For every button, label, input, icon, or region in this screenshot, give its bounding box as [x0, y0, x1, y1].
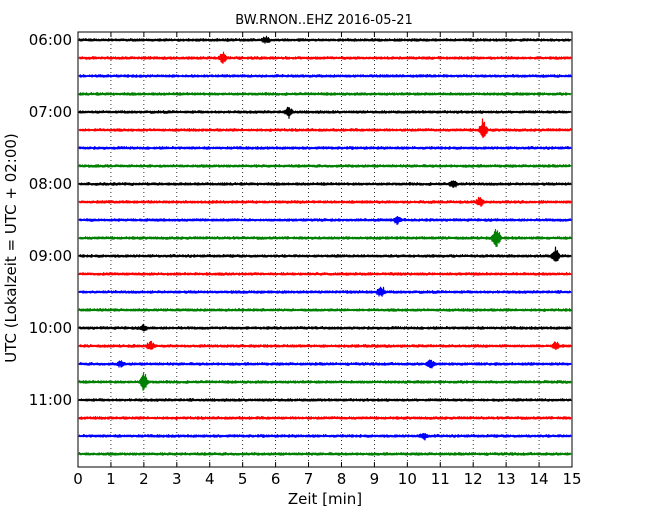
trace-line [78, 372, 572, 391]
trace-line [78, 164, 572, 169]
y-tick-label: 11:00 [29, 391, 72, 409]
trace-line [78, 106, 572, 119]
y-tick-label: 08:00 [29, 175, 72, 193]
x-tick-label: 6 [271, 470, 281, 488]
trace-line [78, 228, 572, 248]
x-tick-label: 2 [139, 470, 149, 488]
x-tick-label: 12 [464, 470, 483, 488]
x-tick-label: 10 [398, 470, 417, 488]
trace-line [78, 73, 572, 79]
trace-line [78, 271, 572, 277]
y-tick-label: 10:00 [29, 319, 72, 337]
trace-line [78, 91, 572, 96]
x-tick-label: 5 [238, 470, 248, 488]
x-tick-label: 3 [172, 470, 182, 488]
chart-title: BW.RNON..EHZ 2016-05-21 [235, 13, 413, 28]
x-tick-label: 1 [106, 470, 116, 488]
x-tick-label: 15 [562, 470, 581, 488]
trace-line [78, 307, 572, 313]
traces-group [78, 35, 572, 457]
plot-frame [77, 31, 573, 468]
trace-line [78, 340, 572, 351]
x-tick-label: 9 [370, 470, 380, 488]
x-tick-label: 0 [73, 470, 83, 488]
x-tick-label: 4 [205, 470, 215, 488]
trace-line [78, 433, 572, 441]
trace-line [78, 397, 572, 403]
y-tick-label: 06:00 [29, 31, 72, 49]
trace-line [78, 216, 572, 226]
y-axis-label: UTC (Lokalzeit = UTC + 02:00) [2, 133, 20, 363]
trace-line [78, 452, 572, 457]
trace-line [78, 180, 572, 189]
y-tick-label: 07:00 [29, 103, 72, 121]
trace-line [78, 323, 572, 332]
trace-line [78, 246, 572, 262]
trace-line [78, 415, 572, 421]
trace-line [78, 118, 572, 139]
x-tick-label: 8 [337, 470, 347, 488]
trace-line [78, 35, 572, 44]
x-tick-label: 14 [530, 470, 549, 488]
trace-line [78, 286, 572, 297]
trace-line [78, 359, 572, 369]
x-tick-label: 13 [497, 470, 516, 488]
x-tick-label: 7 [304, 470, 314, 488]
x-tick-label: 11 [431, 470, 450, 488]
x-axis-label: Zeit [min] [288, 490, 362, 508]
trace-line [78, 51, 572, 64]
grid-lines [110, 32, 540, 467]
ticks-group: 0 1 2 3 4 5 6 7 8 9 10 11 12 13 14 1506:0007:0008:0009:… [29, 31, 582, 488]
trace-line [78, 196, 572, 207]
trace-line [78, 146, 572, 150]
y-tick-label: 09:00 [29, 247, 72, 265]
